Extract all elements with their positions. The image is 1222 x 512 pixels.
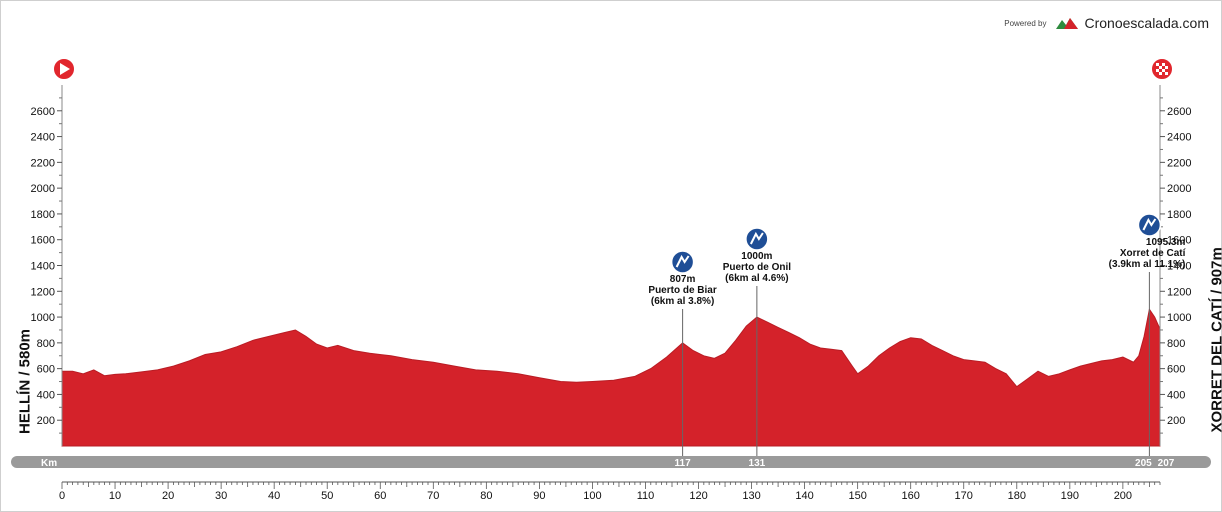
climb-annotation: 1000m Puerto de Onil (6km al 4.6%) bbox=[697, 251, 817, 284]
y-axis: 200 200 400 400 600 600 800 800 1000 1000 1200 1200… bbox=[31, 85, 1191, 446]
climb-annotation-line2: Puerto de Onil bbox=[722, 262, 792, 273]
y-tick-label-right: 2000 bbox=[1167, 183, 1191, 195]
elevation-area bbox=[61, 308, 1161, 447]
km-marker-label: 131 bbox=[749, 458, 766, 469]
x-axis: 0 10 20 30 40 50 60 70 80 90 100 110 120 130 140 150 160… bbox=[59, 481, 1161, 502]
km-bar-label: Km bbox=[41, 458, 57, 469]
x-tick-label: 130 bbox=[742, 490, 760, 502]
y-tick-label: 400 bbox=[37, 389, 55, 401]
x-tick-label: 70 bbox=[427, 490, 439, 502]
start-play-icon bbox=[52, 57, 76, 81]
x-tick-label: 30 bbox=[215, 490, 227, 502]
climb-annotation: 807m Puerto de Biar (6km al 3.8%) bbox=[623, 274, 743, 307]
powered-by-text: Powered by bbox=[1004, 18, 1047, 28]
y-tick-label-right: 2200 bbox=[1167, 157, 1191, 169]
brand[interactable]: Powered by Cronoescalada.com bbox=[1004, 15, 1209, 31]
climb-annotations bbox=[670, 213, 1162, 456]
y-tick-label-right: 600 bbox=[1167, 364, 1185, 376]
climb-annotation: 1095.3m Xorret de Catí (3.9km al 11.1%) bbox=[1065, 237, 1186, 270]
climb-annotation-line1: 1095.3m bbox=[1145, 237, 1186, 248]
x-tick-label: 160 bbox=[902, 490, 920, 502]
start-finish-icons bbox=[52, 57, 1174, 81]
y-tick-label-right: 200 bbox=[1167, 415, 1185, 427]
y-tick-label-right: 2600 bbox=[1167, 106, 1191, 118]
km-bar: Km 117 131 205 207 bbox=[11, 456, 1211, 469]
y-tick-label: 2600 bbox=[31, 106, 55, 118]
x-tick-label: 140 bbox=[795, 490, 813, 502]
y-tick-label-right: 1800 bbox=[1167, 209, 1191, 221]
y-tick-label: 200 bbox=[37, 415, 55, 427]
profile-area bbox=[61, 308, 1161, 447]
x-tick-label: 110 bbox=[637, 490, 655, 502]
mountain-logo-icon bbox=[1056, 18, 1079, 29]
climb-annotation-line3: (6km al 3.8%) bbox=[650, 296, 715, 307]
km-bar-track bbox=[11, 456, 1211, 468]
x-tick-label: 170 bbox=[955, 490, 973, 502]
x-tick-label: 120 bbox=[689, 490, 707, 502]
y-tick-label: 1400 bbox=[31, 261, 55, 273]
y-tick-label: 2400 bbox=[31, 132, 55, 144]
y-tick-label-right: 1600 bbox=[1167, 235, 1191, 247]
y-tick-label-right: 800 bbox=[1167, 338, 1185, 350]
x-tick-label: 150 bbox=[848, 490, 866, 502]
climb-annotation-line1: 1000m bbox=[741, 251, 773, 262]
climb-annotation-line2: Puerto de Biar bbox=[648, 285, 717, 296]
y-tick-label-right: 1400 bbox=[1167, 261, 1191, 273]
km-marker-label: 205 bbox=[1135, 458, 1152, 469]
climb-annotation-line2: Xorret de Catí bbox=[1119, 248, 1186, 259]
climb-category-icon bbox=[670, 250, 695, 274]
x-tick-label: 40 bbox=[268, 490, 280, 502]
x-tick-label: 180 bbox=[1008, 490, 1026, 502]
y-tick-label-right: 2400 bbox=[1167, 132, 1191, 144]
x-tick-label: 190 bbox=[1061, 490, 1079, 502]
y-tick-label: 2200 bbox=[31, 157, 55, 169]
y-tick-label: 1800 bbox=[31, 209, 55, 221]
km-marker-label: 207 bbox=[1158, 458, 1175, 469]
y-tick-label: 1000 bbox=[31, 312, 55, 324]
x-tick-label: 200 bbox=[1114, 490, 1132, 502]
finish-location-label: XORRET DEL CATÍ / 907m bbox=[1208, 247, 1222, 433]
y-tick-label: 800 bbox=[37, 338, 55, 350]
climb-category-icon bbox=[745, 227, 769, 251]
start-location-label: HELLÍN / 580m bbox=[16, 328, 34, 435]
x-tick-label: 90 bbox=[533, 490, 545, 502]
climb-annotation-line3: (3.9km al 11.1%) bbox=[1108, 259, 1186, 270]
climb-hc-icon bbox=[1137, 213, 1162, 237]
x-tick-label: 80 bbox=[480, 490, 492, 502]
x-tick-label: 20 bbox=[162, 490, 174, 502]
brand-name: Cronoescalada.com bbox=[1084, 15, 1209, 31]
climb-annotation-line1: 807m bbox=[669, 274, 696, 285]
y-tick-label: 1600 bbox=[31, 235, 55, 247]
climb-annotation-line3: (6km al 4.6%) bbox=[725, 273, 789, 284]
y-tick-label-right: 400 bbox=[1167, 389, 1185, 401]
y-tick-label-right: 1200 bbox=[1167, 286, 1191, 298]
km-marker-label: 117 bbox=[675, 458, 692, 469]
y-tick-label: 600 bbox=[37, 364, 55, 376]
x-tick-label: 0 bbox=[59, 490, 65, 502]
y-tick-label: 2000 bbox=[31, 183, 55, 195]
x-tick-label: 100 bbox=[583, 490, 601, 502]
y-tick-label: 1200 bbox=[31, 286, 55, 298]
finish-checkered-icon bbox=[1150, 57, 1174, 81]
x-tick-label: 10 bbox=[109, 490, 121, 502]
x-tick-label: 60 bbox=[374, 490, 386, 502]
x-tick-label: 50 bbox=[321, 490, 333, 502]
y-tick-label-right: 1000 bbox=[1167, 312, 1191, 324]
